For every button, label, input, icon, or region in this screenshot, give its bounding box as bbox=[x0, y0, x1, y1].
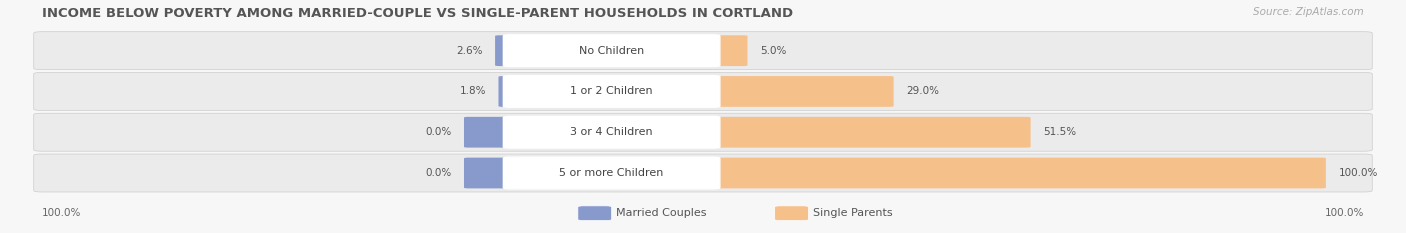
FancyBboxPatch shape bbox=[495, 35, 522, 66]
FancyBboxPatch shape bbox=[702, 35, 748, 66]
Text: No Children: No Children bbox=[579, 46, 644, 56]
Text: 100.0%: 100.0% bbox=[1324, 208, 1364, 218]
FancyBboxPatch shape bbox=[578, 206, 612, 220]
FancyBboxPatch shape bbox=[702, 117, 1031, 148]
FancyBboxPatch shape bbox=[34, 154, 1372, 192]
Text: 100.0%: 100.0% bbox=[42, 208, 82, 218]
FancyBboxPatch shape bbox=[464, 117, 522, 148]
FancyBboxPatch shape bbox=[775, 206, 808, 220]
FancyBboxPatch shape bbox=[499, 76, 522, 107]
Text: 100.0%: 100.0% bbox=[1339, 168, 1378, 178]
FancyBboxPatch shape bbox=[503, 116, 720, 148]
Text: 1.8%: 1.8% bbox=[460, 86, 486, 96]
FancyBboxPatch shape bbox=[702, 76, 894, 107]
Text: 0.0%: 0.0% bbox=[425, 127, 451, 137]
Text: 0.0%: 0.0% bbox=[425, 168, 451, 178]
Text: 3 or 4 Children: 3 or 4 Children bbox=[571, 127, 652, 137]
FancyBboxPatch shape bbox=[464, 158, 522, 188]
Text: Single Parents: Single Parents bbox=[813, 208, 893, 218]
Text: Married Couples: Married Couples bbox=[616, 208, 706, 218]
FancyBboxPatch shape bbox=[34, 72, 1372, 110]
Text: 2.6%: 2.6% bbox=[456, 46, 482, 56]
FancyBboxPatch shape bbox=[503, 35, 720, 67]
Text: 51.5%: 51.5% bbox=[1043, 127, 1077, 137]
Text: 5 or more Children: 5 or more Children bbox=[560, 168, 664, 178]
Text: 29.0%: 29.0% bbox=[907, 86, 939, 96]
FancyBboxPatch shape bbox=[34, 113, 1372, 151]
Text: 1 or 2 Children: 1 or 2 Children bbox=[571, 86, 652, 96]
FancyBboxPatch shape bbox=[702, 158, 1326, 188]
FancyBboxPatch shape bbox=[503, 75, 720, 107]
Text: Source: ZipAtlas.com: Source: ZipAtlas.com bbox=[1253, 7, 1364, 17]
Text: 5.0%: 5.0% bbox=[761, 46, 786, 56]
FancyBboxPatch shape bbox=[503, 157, 720, 189]
Text: INCOME BELOW POVERTY AMONG MARRIED-COUPLE VS SINGLE-PARENT HOUSEHOLDS IN CORTLAN: INCOME BELOW POVERTY AMONG MARRIED-COUPL… bbox=[42, 7, 793, 20]
FancyBboxPatch shape bbox=[34, 32, 1372, 70]
